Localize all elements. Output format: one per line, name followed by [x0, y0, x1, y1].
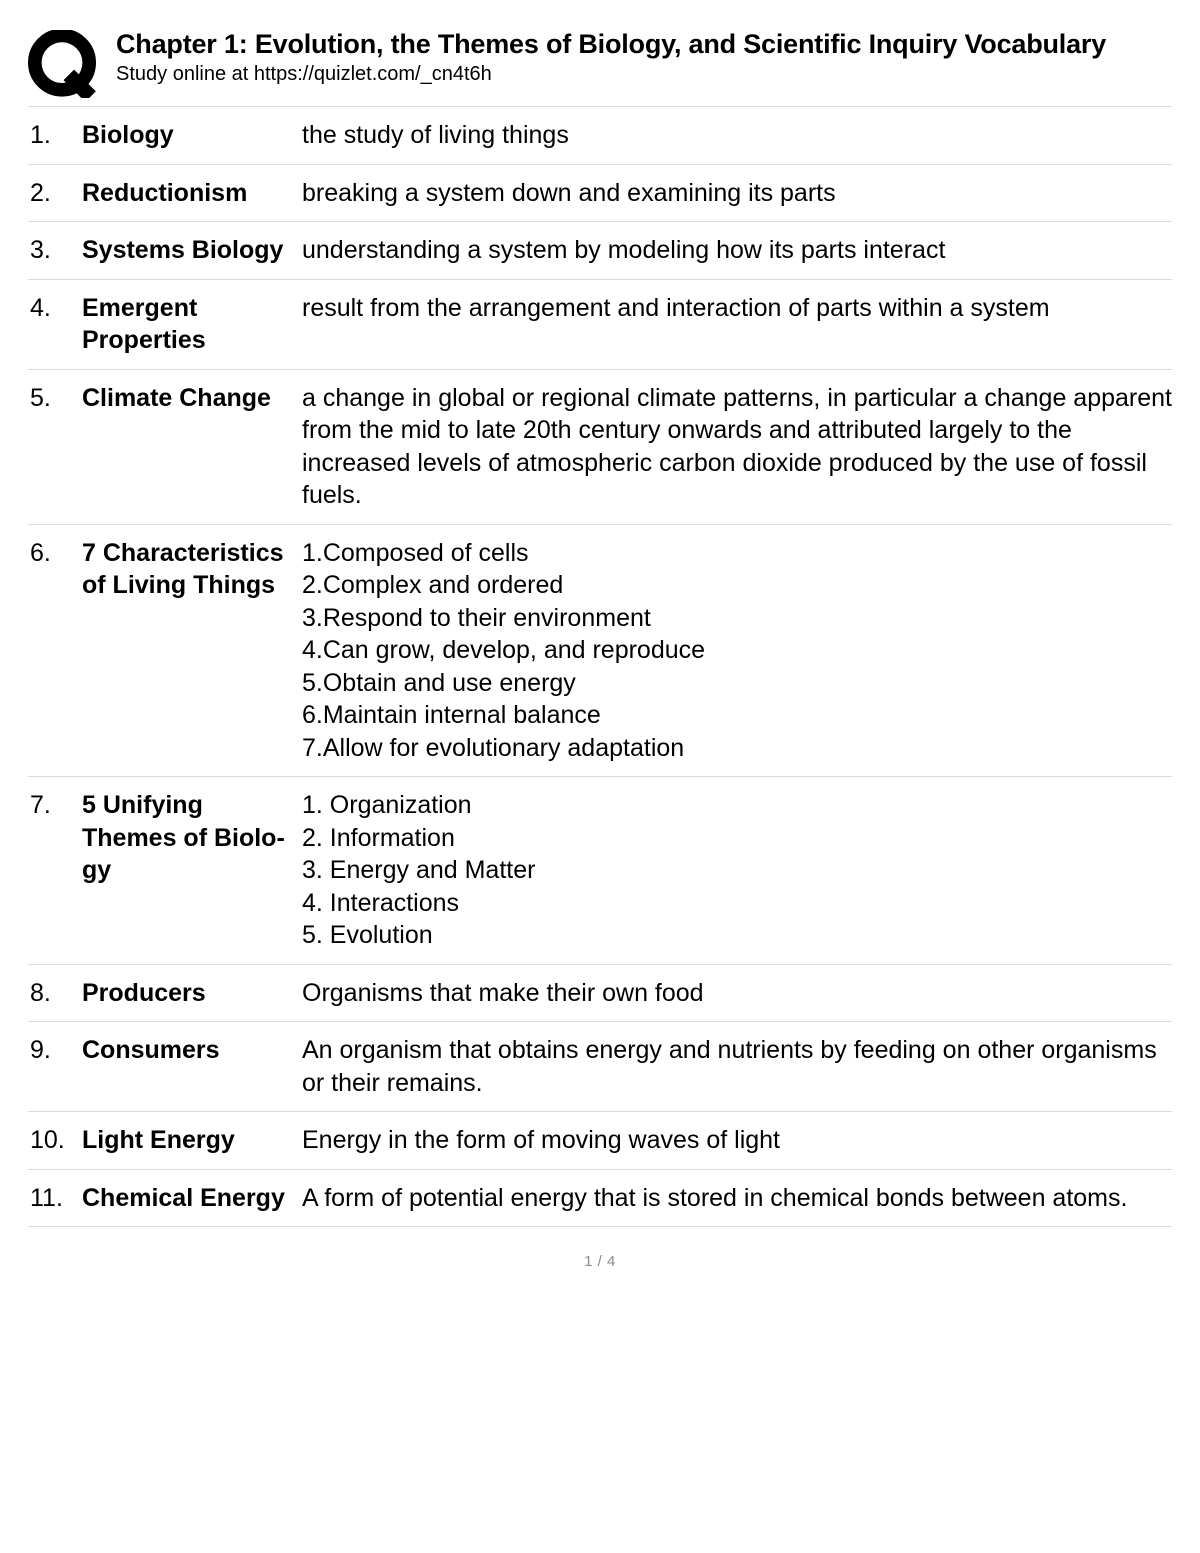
- vocab-row: 6.7 Characteristics of Living Things1.Co…: [28, 524, 1172, 777]
- row-number: 4.: [28, 292, 72, 325]
- definition-line: 4.Can grow, develop, and reproduce: [302, 634, 1172, 667]
- row-term: Emergent Proper­ties: [82, 292, 292, 357]
- row-number: 1.: [28, 119, 72, 152]
- vocab-row: 11. Chemical Energy A form of potential en…: [28, 1169, 1172, 1228]
- row-term: Climate Change: [82, 382, 292, 415]
- row-term: Biology: [82, 119, 292, 152]
- row-number: 11.: [28, 1182, 72, 1215]
- definition-line: 2.Complex and ordered: [302, 569, 1172, 602]
- definition-line: 3.Respond to their environment: [302, 602, 1172, 635]
- definition-line: 2. Information: [302, 822, 1172, 855]
- row-definition: 1.Composed of cells2.Complex and ordered…: [302, 537, 1172, 765]
- row-definition: breaking a system down and examining its…: [302, 177, 1172, 210]
- row-definition: An organism that obtains energy and nutr…: [302, 1034, 1172, 1099]
- row-number: 6.: [28, 537, 72, 570]
- definition-line: 5. Evolution: [302, 919, 1172, 952]
- header-text: Chapter 1: Evolution, the Themes of Biol…: [116, 28, 1172, 86]
- row-definition: A form of potential energy that is store…: [302, 1182, 1172, 1215]
- row-term: Consumers: [82, 1034, 292, 1067]
- vocab-row: 3. Systems Biology understanding a system …: [28, 221, 1172, 279]
- vocab-row: 9. Consumers An organism that obtains ener…: [28, 1021, 1172, 1111]
- page-title: Chapter 1: Evolution, the Themes of Biol…: [116, 28, 1172, 61]
- vocab-row: 5. Climate Change a change in global or re…: [28, 369, 1172, 524]
- row-number: 3.: [28, 234, 72, 267]
- vocab-row: 1. Biology the study of living things: [28, 106, 1172, 164]
- row-term: Reductionism: [82, 177, 292, 210]
- row-number: 9.: [28, 1034, 72, 1067]
- row-definition: 1. Organization2. Information3. Energy a…: [302, 789, 1172, 952]
- definition-line: 4. Interactions: [302, 887, 1172, 920]
- page-footer: 1 / 4: [28, 1253, 1172, 1270]
- row-term: 5 Unifying Themes of Biolo­gy: [82, 789, 292, 887]
- quizlet-logo-icon: [28, 30, 96, 98]
- row-term: 7 Characteristics of Living Things: [82, 537, 292, 602]
- row-term: Light Energy: [82, 1124, 292, 1157]
- row-number: 7.: [28, 789, 72, 822]
- row-number: 10.: [28, 1124, 72, 1157]
- row-definition: Organisms that make their own food: [302, 977, 1172, 1010]
- definition-line: 3. Energy and Matter: [302, 854, 1172, 887]
- vocab-row: 10. Light Energy Energy in the form of mov…: [28, 1111, 1172, 1169]
- page-subtitle: Study online at https://quizlet.com/_cn4…: [116, 63, 1172, 86]
- page-header: Chapter 1: Evolution, the Themes of Biol…: [28, 28, 1172, 98]
- row-definition: a change in global or regional climate p…: [302, 382, 1172, 512]
- row-term: Producers: [82, 977, 292, 1010]
- row-definition: the study of living things: [302, 119, 1172, 152]
- vocab-row: 7.5 Unifying Themes of Biolo­gy1. Organi…: [28, 776, 1172, 964]
- row-definition: result from the arrangement and interact…: [302, 292, 1172, 325]
- row-definition: Energy in the form of moving waves of li…: [302, 1124, 1172, 1157]
- definition-line: 1.Composed of cells: [302, 537, 1172, 570]
- row-number: 2.: [28, 177, 72, 210]
- definition-line: 5.Obtain and use energy: [302, 667, 1172, 700]
- definition-line: 7.Allow for evolutionary adaptation: [302, 732, 1172, 765]
- row-definition: understanding a system by modeling how i…: [302, 234, 1172, 267]
- vocab-list: 1. Biology the study of living things 2. Red…: [28, 106, 1172, 1227]
- definition-line: 1. Organization: [302, 789, 1172, 822]
- definition-line: 6.Maintain internal balance: [302, 699, 1172, 732]
- row-term: Chemical Energy: [82, 1182, 292, 1215]
- row-number: 8.: [28, 977, 72, 1010]
- vocab-row: 8. Producers Organisms that make their own…: [28, 964, 1172, 1022]
- row-number: 5.: [28, 382, 72, 415]
- vocab-row: 4. Emergent Proper­ties result from the ar…: [28, 279, 1172, 369]
- row-term: Systems Biology: [82, 234, 292, 267]
- vocab-row: 2. Reductionism breaking a system down and…: [28, 164, 1172, 222]
